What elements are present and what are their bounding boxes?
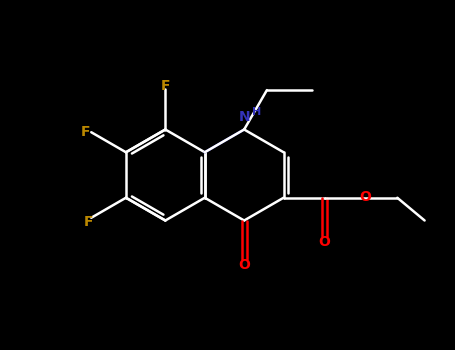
Text: O: O [318, 235, 330, 249]
Text: F: F [81, 125, 91, 139]
Text: F: F [84, 215, 94, 229]
Text: N: N [238, 110, 250, 124]
Text: H: H [253, 107, 262, 117]
Text: O: O [238, 258, 250, 272]
Text: F: F [161, 79, 170, 93]
Text: O: O [359, 190, 371, 204]
